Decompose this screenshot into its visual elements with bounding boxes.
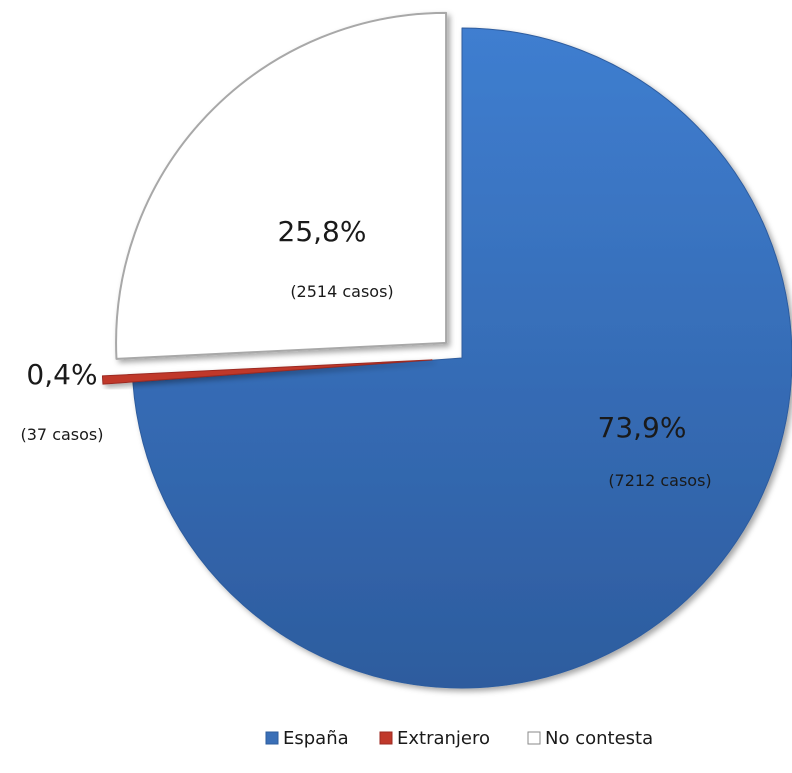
legend-item-no-contesta: No contesta — [527, 728, 653, 749]
legend-swatch-no-contesta — [527, 731, 541, 745]
pie-slice-no-contesta — [115, 11, 448, 360]
pie-slice-espana — [132, 27, 792, 689]
value-label-extranjero: 0,4% — [26, 358, 97, 391]
legend-item-extranjero: Extranjero — [379, 728, 490, 749]
legend-item-espana: España — [265, 728, 349, 749]
legend: España Extranjero No contesta — [265, 728, 653, 749]
legend-label-extranjero: Extranjero — [397, 728, 490, 749]
labels-layer: 73,9% 0,4% 25,8% (7212 casos) (37 casos) (251… — [21, 215, 712, 490]
count-label-espana: (7212 casos) — [608, 471, 711, 490]
slices-layer — [101, 11, 792, 689]
count-label-extranjero: (37 casos) — [21, 425, 104, 444]
legend-label-no-contesta: No contesta — [545, 728, 653, 749]
value-label-espana: 73,9% — [598, 411, 687, 444]
value-label-no-contesta: 25,8% — [278, 215, 367, 248]
legend-swatch-espana — [265, 731, 279, 745]
legend-swatch-extranjero — [379, 731, 393, 745]
pie-slice-extranjero — [101, 359, 433, 385]
count-label-no-contesta: (2514 casos) — [290, 282, 393, 301]
legend-label-espana: España — [283, 728, 349, 749]
